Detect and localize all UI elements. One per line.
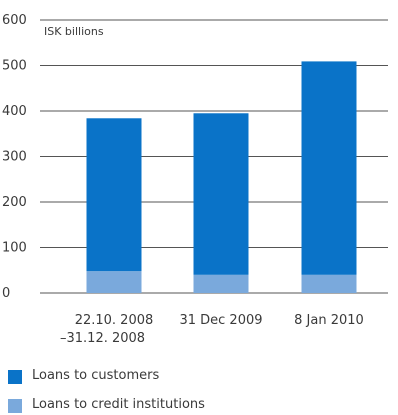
y-tick-label: 300 — [2, 150, 27, 165]
y-tick-label: 400 — [2, 104, 27, 119]
legend-swatch-credit-institutions — [8, 399, 22, 413]
stacked-bar-chart: 0 100 200 300 400 500 600 ISK billions 22.10. … — [2, 13, 388, 346]
x-category-label: 22.10. 2008 — [75, 313, 154, 328]
unit-label: ISK billions — [44, 25, 104, 38]
x-category-label: 31 Dec 2009 — [179, 313, 262, 328]
y-tick-label: 0 — [2, 286, 10, 301]
bar-credit-institutions — [86, 271, 142, 293]
y-tick-label: 200 — [2, 195, 27, 210]
y-tick-label: 600 — [2, 13, 27, 28]
y-tick-label: 100 — [2, 241, 27, 256]
bar-customers — [86, 118, 142, 272]
category-labels: 22.10. 2008 –31.12. 2008 31 Dec 2009 8 Jan … — [60, 313, 364, 346]
legend-swatch-customers — [8, 370, 22, 384]
x-category-label: 8 Jan 2010 — [294, 313, 364, 328]
bars — [86, 61, 357, 293]
x-category-label: –31.12. 2008 — [60, 331, 145, 346]
bar-credit-institutions — [301, 274, 357, 293]
y-axis-ticks: 0 100 200 300 400 500 600 — [2, 13, 27, 301]
y-tick-label: 500 — [2, 59, 27, 74]
bar-credit-institutions — [193, 274, 249, 293]
bar-customers — [301, 61, 357, 275]
legend-label-customers: Loans to customers — [32, 368, 160, 383]
legend-label-credit-institutions: Loans to credit institutions — [32, 397, 205, 412]
bar-customers — [193, 113, 249, 275]
